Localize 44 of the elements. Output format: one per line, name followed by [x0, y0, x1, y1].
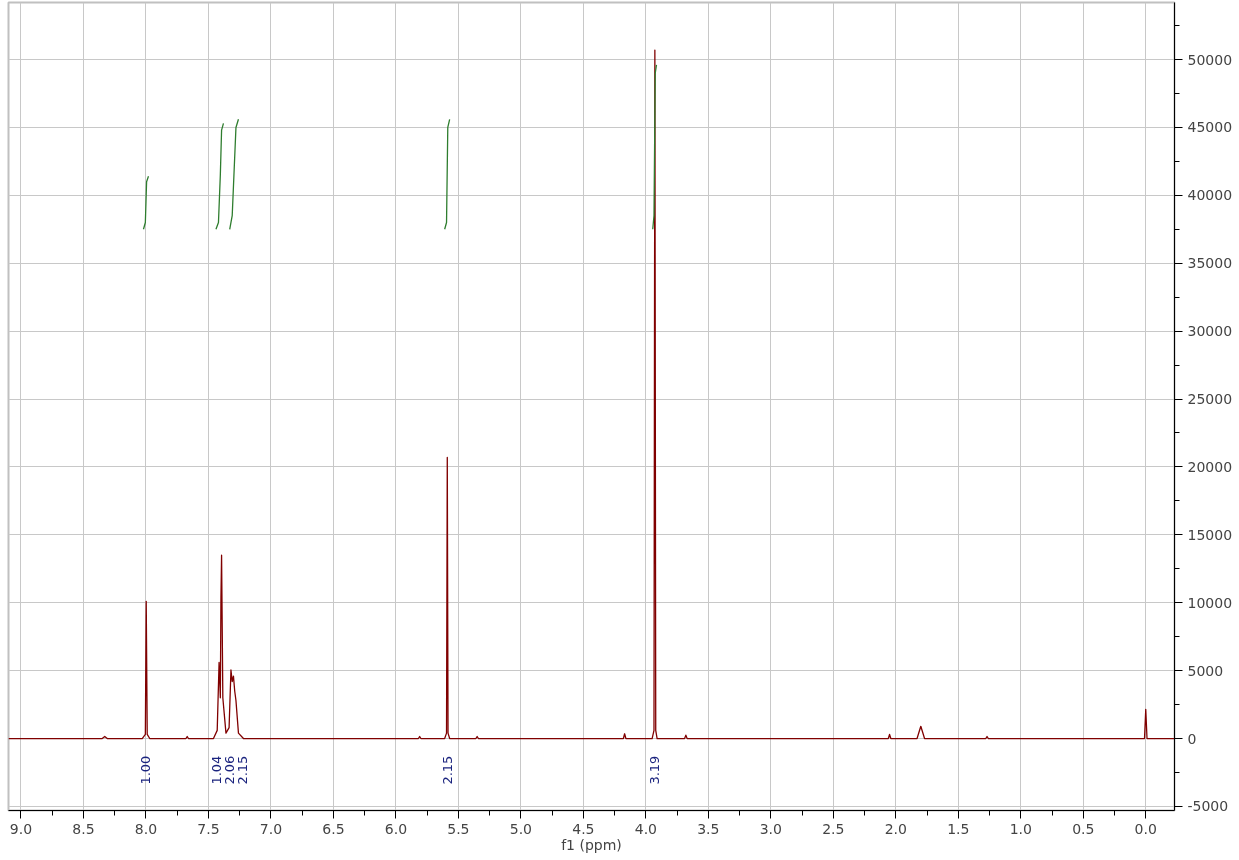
- annotation: 2.15: [439, 755, 455, 785]
- line-series: [652, 64, 658, 230]
- y-tick-label: 35000: [1187, 255, 1233, 272]
- x-tick-label: 2.5: [822, 820, 845, 837]
- y-tick-label: 45000: [1187, 119, 1233, 136]
- annotation: 1.04: [209, 755, 225, 785]
- x-tick-label: 3.0: [759, 820, 782, 837]
- x-tick-label: 4.0: [634, 820, 657, 837]
- line-series: [229, 118, 240, 230]
- x-tick-label: 5.5: [447, 820, 470, 837]
- x-tick-label: 0.0: [1134, 820, 1157, 837]
- line-series: [444, 118, 451, 230]
- x-tick-label: 1.5: [947, 820, 970, 837]
- annotation: 1.00: [138, 755, 154, 785]
- x-tick-label: 5.0: [509, 820, 533, 837]
- annotation: 2.06: [222, 755, 238, 785]
- annotation: 3.19: [647, 755, 663, 785]
- y-tick-label: -5000: [1187, 798, 1229, 815]
- y-tick-label: 15000: [1187, 526, 1233, 543]
- x-tick-label: 0.5: [1072, 820, 1095, 837]
- x-tick-label: 2.0: [884, 820, 907, 837]
- y-tick-label: 0: [1187, 730, 1197, 747]
- line-series: [215, 122, 225, 230]
- x-tick-label: 7.5: [197, 820, 220, 837]
- line-series: [142, 175, 150, 230]
- y-tick-label: 50000: [1187, 51, 1233, 68]
- line-series: [8, 49, 1175, 740]
- x-tick-label: 8.0: [134, 820, 158, 837]
- x-tick-label: 7.0: [259, 820, 283, 837]
- annotation: 2.15: [235, 755, 251, 785]
- y-tick-label: 40000: [1187, 187, 1233, 204]
- x-tick-label: 6.5: [322, 820, 345, 837]
- x-tick-label: 6.0: [384, 820, 408, 837]
- y-tick-label: 25000: [1187, 391, 1233, 408]
- x-tick-label: 1.0: [1009, 820, 1032, 837]
- x-tick-label: 8.5: [72, 820, 95, 837]
- x-tick-label: 3.5: [697, 820, 720, 837]
- y-tick-label: 20000: [1187, 458, 1233, 475]
- y-tick-label: 5000: [1187, 662, 1224, 679]
- x-axis-title: f1 (ppm): [561, 836, 622, 853]
- y-tick-label: 10000: [1187, 594, 1233, 611]
- x-tick-label: 9.0: [9, 820, 33, 837]
- x-tick-label: 4.5: [572, 820, 595, 837]
- y-tick-label: 30000: [1187, 323, 1233, 340]
